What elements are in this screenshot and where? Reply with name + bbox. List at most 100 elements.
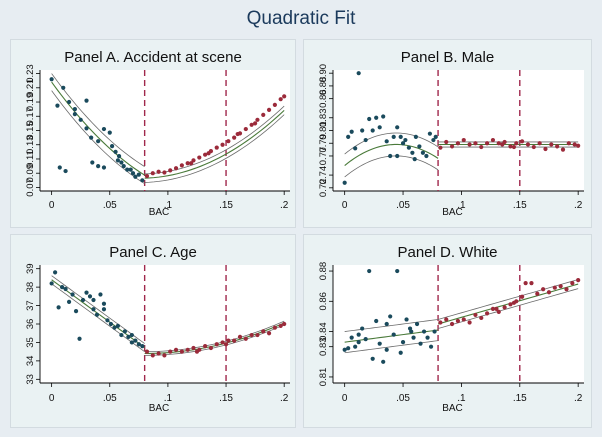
point-below-cutoff <box>140 178 145 183</box>
point-below-cutoff <box>400 340 406 345</box>
ci-upper <box>344 319 439 332</box>
point-above-cutoff <box>266 107 272 112</box>
point-above-cutoff <box>220 142 225 147</box>
point-above-cutoff <box>272 325 277 330</box>
point-above-cutoff <box>520 139 525 144</box>
point-below-cutoff <box>112 325 117 330</box>
point-below-cutoff <box>59 285 65 290</box>
x-tick-label: .15 <box>513 200 527 211</box>
point-above-cutoff <box>179 163 184 168</box>
x-tick-label: .15 <box>219 393 233 404</box>
plot-area <box>40 265 290 383</box>
point-above-cutoff <box>537 141 542 146</box>
point-above-cutoff <box>438 320 443 325</box>
y-tick-label: 0.72 <box>318 179 329 198</box>
point-above-cutoff <box>150 171 155 176</box>
y-tick-label: 0.15 <box>25 121 36 140</box>
point-above-cutoff <box>564 287 569 292</box>
point-above-cutoff <box>255 117 260 122</box>
ci-upper <box>51 275 145 344</box>
point-below-cutoff <box>53 270 58 275</box>
point-below-cutoff <box>63 286 68 292</box>
point-above-cutoff <box>496 309 501 314</box>
panel-c-plot: 33 34 35 36 37 38 39 0 .05 .1 .15 .2 BAC <box>25 263 290 414</box>
x-tick-label: 0 <box>342 200 348 211</box>
point-above-cutoff <box>560 147 566 152</box>
panel-b-title: Panel B. Male <box>400 49 495 66</box>
point-above-cutoff <box>467 320 472 325</box>
point-above-cutoff <box>479 315 484 321</box>
point-below-cutoff <box>96 163 101 169</box>
point-above-cutoff <box>168 168 173 173</box>
ci-lower <box>144 324 285 356</box>
point-above-cutoff <box>261 329 266 334</box>
x-tick-label: .05 <box>396 200 410 211</box>
point-below-cutoff <box>421 329 427 334</box>
point-above-cutoff <box>523 281 528 286</box>
panel-d-plot: 0.81 0.830.84 0.86 0.88 0 .05 .1 .15 .2 BAC <box>318 262 584 414</box>
point-below-cutoff <box>353 344 358 349</box>
point-above-cutoff <box>185 347 190 352</box>
point-below-cutoff <box>91 297 96 303</box>
y-tick-label: 0.13 <box>25 135 36 154</box>
point-above-cutoff <box>203 344 208 349</box>
point-below-cutoff <box>353 146 358 151</box>
y-tick-label: 0.19 <box>25 93 36 112</box>
y-tick-label: 0.11 <box>25 150 36 168</box>
point-below-cutoff <box>49 77 54 82</box>
y-tick-label: 0.90 <box>318 64 329 83</box>
ci-upper <box>344 132 439 155</box>
point-below-cutoff <box>356 71 361 76</box>
point-below-cutoff <box>129 340 134 345</box>
y-tick-label: 0.83 <box>318 337 329 356</box>
point-above-cutoff <box>455 318 461 324</box>
point-below-cutoff <box>61 85 66 90</box>
figure-title: Quadratic Fit <box>246 8 356 29</box>
point-below-cutoff <box>84 126 89 131</box>
point-below-cutoff <box>80 297 86 303</box>
point-above-cutoff <box>226 338 231 343</box>
point-below-cutoff <box>395 268 400 274</box>
point-below-cutoff <box>73 308 79 314</box>
point-below-cutoff <box>342 180 347 185</box>
point-below-cutoff <box>129 332 134 338</box>
point-above-cutoff <box>194 349 200 354</box>
y-tick-label: 0.77 <box>318 147 329 166</box>
point-above-cutoff <box>490 137 496 143</box>
panel-b: Panel B. Male 0.72 0.74 0.77 0.79 0.81 0.83 0.… <box>303 39 592 228</box>
point-above-cutoff <box>461 317 466 322</box>
point-below-cutoff <box>367 116 372 122</box>
point-below-cutoff <box>370 128 375 133</box>
point-below-cutoff <box>66 299 72 304</box>
x-tick-label: .15 <box>219 200 233 211</box>
point-below-cutoff <box>122 329 127 334</box>
point-above-cutoff <box>214 342 219 347</box>
x-tick-label: .05 <box>103 200 117 211</box>
y-tick-label: 33 <box>25 374 36 385</box>
point-below-cutoff <box>349 335 354 340</box>
point-above-cutoff <box>237 334 243 340</box>
point-below-cutoff <box>381 359 386 364</box>
panel-c: Panel C. Age 33 34 35 36 37 38 39 0 .05 .1 .15 .2 BA… <box>10 234 296 428</box>
panel-a: Panel A. Accident at scene 0.07 0.09 0.11 0… <box>10 39 296 228</box>
point-above-cutoff <box>266 331 272 336</box>
point-above-cutoff <box>543 146 548 152</box>
point-above-cutoff <box>162 170 167 175</box>
point-below-cutoff <box>55 103 60 108</box>
point-below-cutoff <box>342 347 347 352</box>
point-below-cutoff <box>433 134 438 139</box>
point-below-cutoff <box>89 135 94 140</box>
fit-line <box>437 283 579 325</box>
point-below-cutoff <box>360 326 365 331</box>
point-above-cutoff <box>449 144 455 149</box>
point-above-cutoff <box>253 121 258 126</box>
point-above-cutoff <box>168 349 173 354</box>
point-above-cutoff <box>555 144 560 149</box>
point-below-cutoff <box>84 98 89 103</box>
point-above-cutoff <box>438 145 443 150</box>
point-above-cutoff <box>278 97 283 102</box>
point-below-cutoff <box>363 337 368 342</box>
y-tick-label: 0.88 <box>318 262 329 281</box>
point-below-cutoff <box>101 165 107 170</box>
point-below-cutoff <box>346 134 351 139</box>
